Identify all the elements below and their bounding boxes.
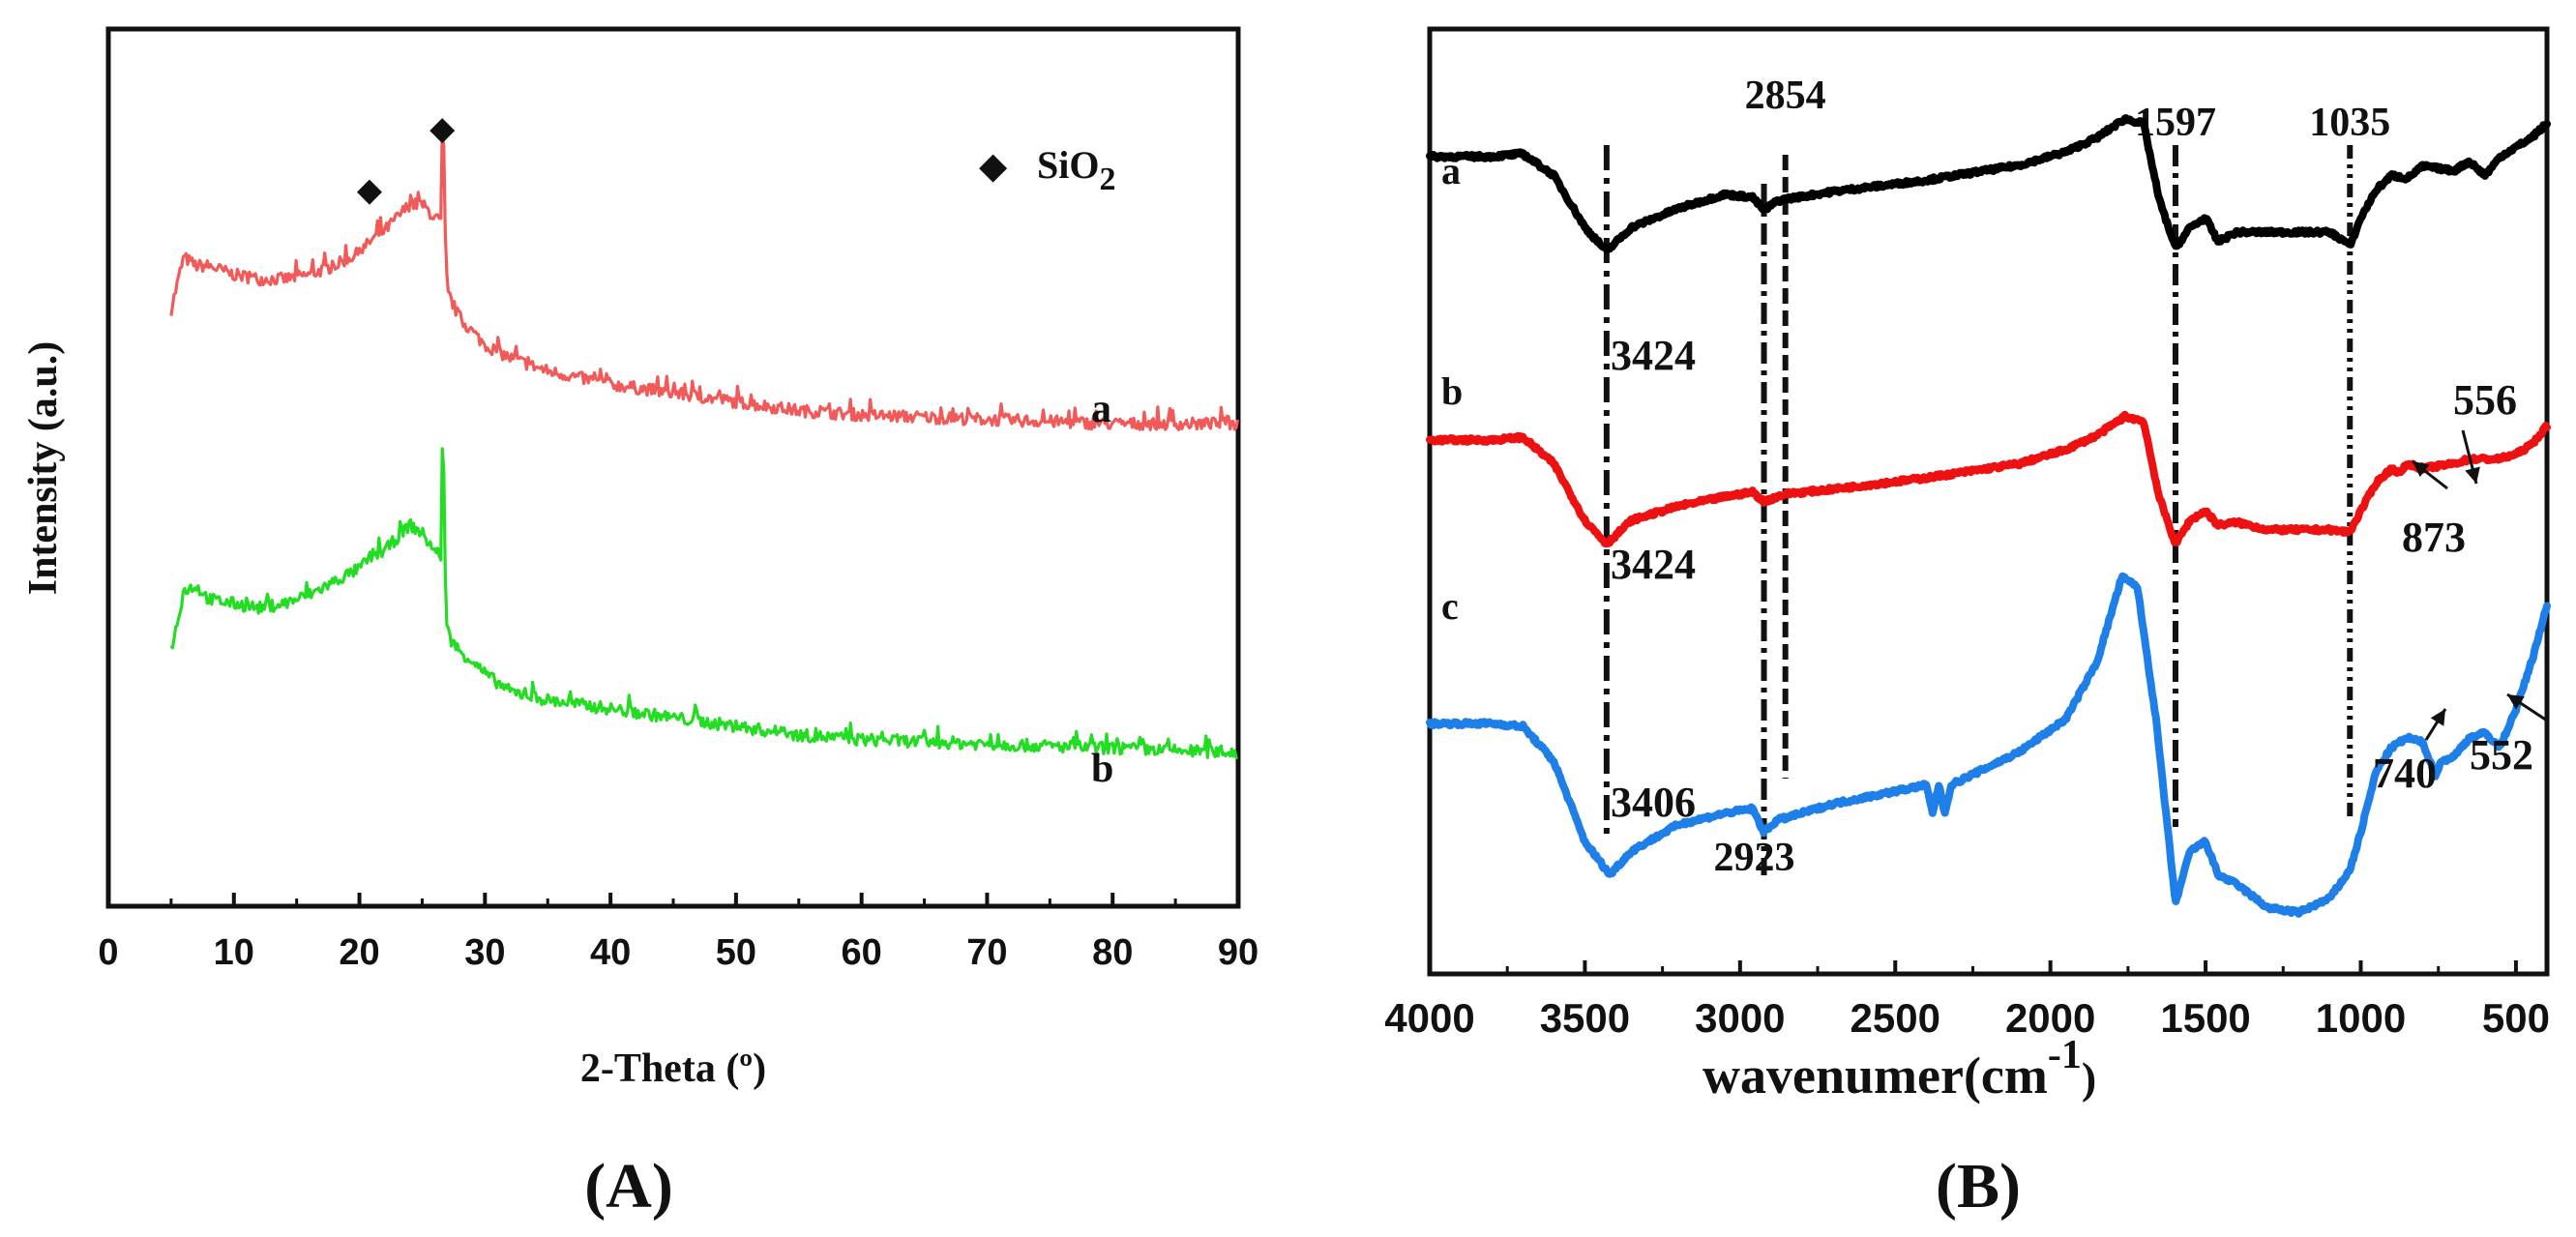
panel-b-arrowhead bbox=[2413, 461, 2430, 478]
panel-b-annotation: 556 bbox=[2453, 376, 2517, 424]
panel-b-caption: (B) bbox=[1936, 1151, 2021, 1222]
panel-a-peak-markers: ◆◆ bbox=[357, 111, 456, 208]
panel-a-xtick-label: 0 bbox=[98, 932, 118, 973]
panel-b-arrowhead bbox=[2465, 466, 2480, 484]
panel-a-ticks: 0 10 20 30 40 50 60 70 80 90 bbox=[98, 893, 1258, 973]
panel-b-reference-label: 1035 bbox=[2309, 101, 2390, 145]
panel-a-legend-subscript: 2 bbox=[1099, 162, 1115, 197]
panel-b-series-group bbox=[1426, 114, 2551, 918]
panel-b-xlabel-suffix: ) bbox=[2082, 1053, 2096, 1103]
panel-b-xtick-label: 1500 bbox=[2160, 995, 2250, 1041]
panel-b-annotation: 740 bbox=[2373, 750, 2437, 797]
panel-b-series-b bbox=[1426, 410, 2551, 548]
panel-b-annotation: 552 bbox=[2470, 731, 2533, 779]
panel-b-frame bbox=[1427, 26, 2550, 977]
panel-b-annotation: 3424 bbox=[1611, 541, 1696, 588]
panel-a-series-a bbox=[169, 129, 1240, 431]
panel-a-xlabel: 2-Theta (º) bbox=[580, 1046, 766, 1091]
panel-b-annotation: 3424 bbox=[1611, 332, 1696, 379]
panel-b-xtick-label: 4000 bbox=[1384, 995, 1474, 1041]
panel-b-series-names: a b c bbox=[1441, 149, 1463, 628]
panel-a-peak-marker: ◆ bbox=[357, 172, 383, 208]
panel-b-reference-label: 2923 bbox=[1714, 836, 1795, 880]
panel-a-xtick-label: 10 bbox=[214, 932, 254, 973]
panel-a-xtick-label: 60 bbox=[842, 932, 882, 973]
panel-a-legend-marker: ◆ bbox=[979, 146, 1008, 187]
panel-a-peak-marker: ◆ bbox=[429, 111, 456, 147]
panel-b-xtick-label: 3000 bbox=[1695, 995, 1785, 1041]
panel-a-series-group bbox=[169, 129, 1240, 759]
panel-a-legend-text: SiO2 bbox=[1037, 143, 1115, 197]
panel-b-xtick-label: 1000 bbox=[2316, 995, 2406, 1041]
panel-b-xtick-label: 3500 bbox=[1540, 995, 1630, 1041]
panel-b-series-label-b: b bbox=[1441, 369, 1463, 413]
panel-a-xtick-label: 90 bbox=[1218, 932, 1258, 973]
panel-a-xtick-label: 30 bbox=[464, 932, 505, 973]
panel-b-xlabel-superscript: -1 bbox=[2048, 1033, 2082, 1077]
panel-a: 0 10 20 30 40 50 60 70 80 90 ◆◆ ab ◆ SiO2 2-Theta… bbox=[21, 26, 1258, 1222]
panel-a-xtick-label: 70 bbox=[966, 932, 1007, 973]
panel-a-xtick-label: 40 bbox=[590, 932, 631, 973]
panel-b-series-label-c: c bbox=[1441, 584, 1459, 628]
panel-b-xtick-label: 2000 bbox=[2005, 995, 2095, 1041]
panel-a-xtick-label: 50 bbox=[716, 932, 756, 973]
panel-b-annotation: 873 bbox=[2402, 514, 2466, 561]
panel-b-xtick-label: 2500 bbox=[1851, 995, 1940, 1041]
panel-b-reference-label: 2854 bbox=[1745, 74, 1826, 118]
panel-a-xtick-label: 80 bbox=[1092, 932, 1133, 973]
panel-b-xlabel-text: wavenumer(cm bbox=[1703, 1046, 2048, 1104]
panel-a-caption: (A) bbox=[584, 1151, 673, 1222]
panel-a-series-label-a: a bbox=[1091, 387, 1111, 431]
panel-a-ylabel: Intensity (a.u.) bbox=[21, 341, 66, 596]
panel-b-series-a bbox=[1426, 114, 2551, 253]
panel-b-series-c bbox=[1426, 572, 2551, 918]
panel-b-annotation: 3406 bbox=[1611, 779, 1696, 826]
panel-b-series-label-a: a bbox=[1441, 149, 1461, 192]
panel-a-series-label-b: b bbox=[1091, 747, 1113, 791]
panel-b-xtick-label: 500 bbox=[2482, 995, 2550, 1041]
panel-b-ticks: 4000 3500 3000 2500 2000 1500 1000 500 bbox=[1384, 960, 2550, 1041]
panel-b-arrowhead bbox=[2507, 694, 2525, 710]
panel-b-xlabel: wavenumer(cm-1) bbox=[1703, 1033, 2096, 1104]
panel-b-arrowhead bbox=[2430, 709, 2445, 726]
panel-a-series-names: ab bbox=[1091, 387, 1113, 791]
panel-b-annotations: 3424 3424 3406 556 873 740 552 bbox=[1611, 332, 2548, 826]
panel-a-series-b bbox=[169, 447, 1238, 759]
panel-a-xtick-label: 20 bbox=[339, 932, 379, 973]
panel-a-legend-label: SiO bbox=[1037, 143, 1099, 187]
